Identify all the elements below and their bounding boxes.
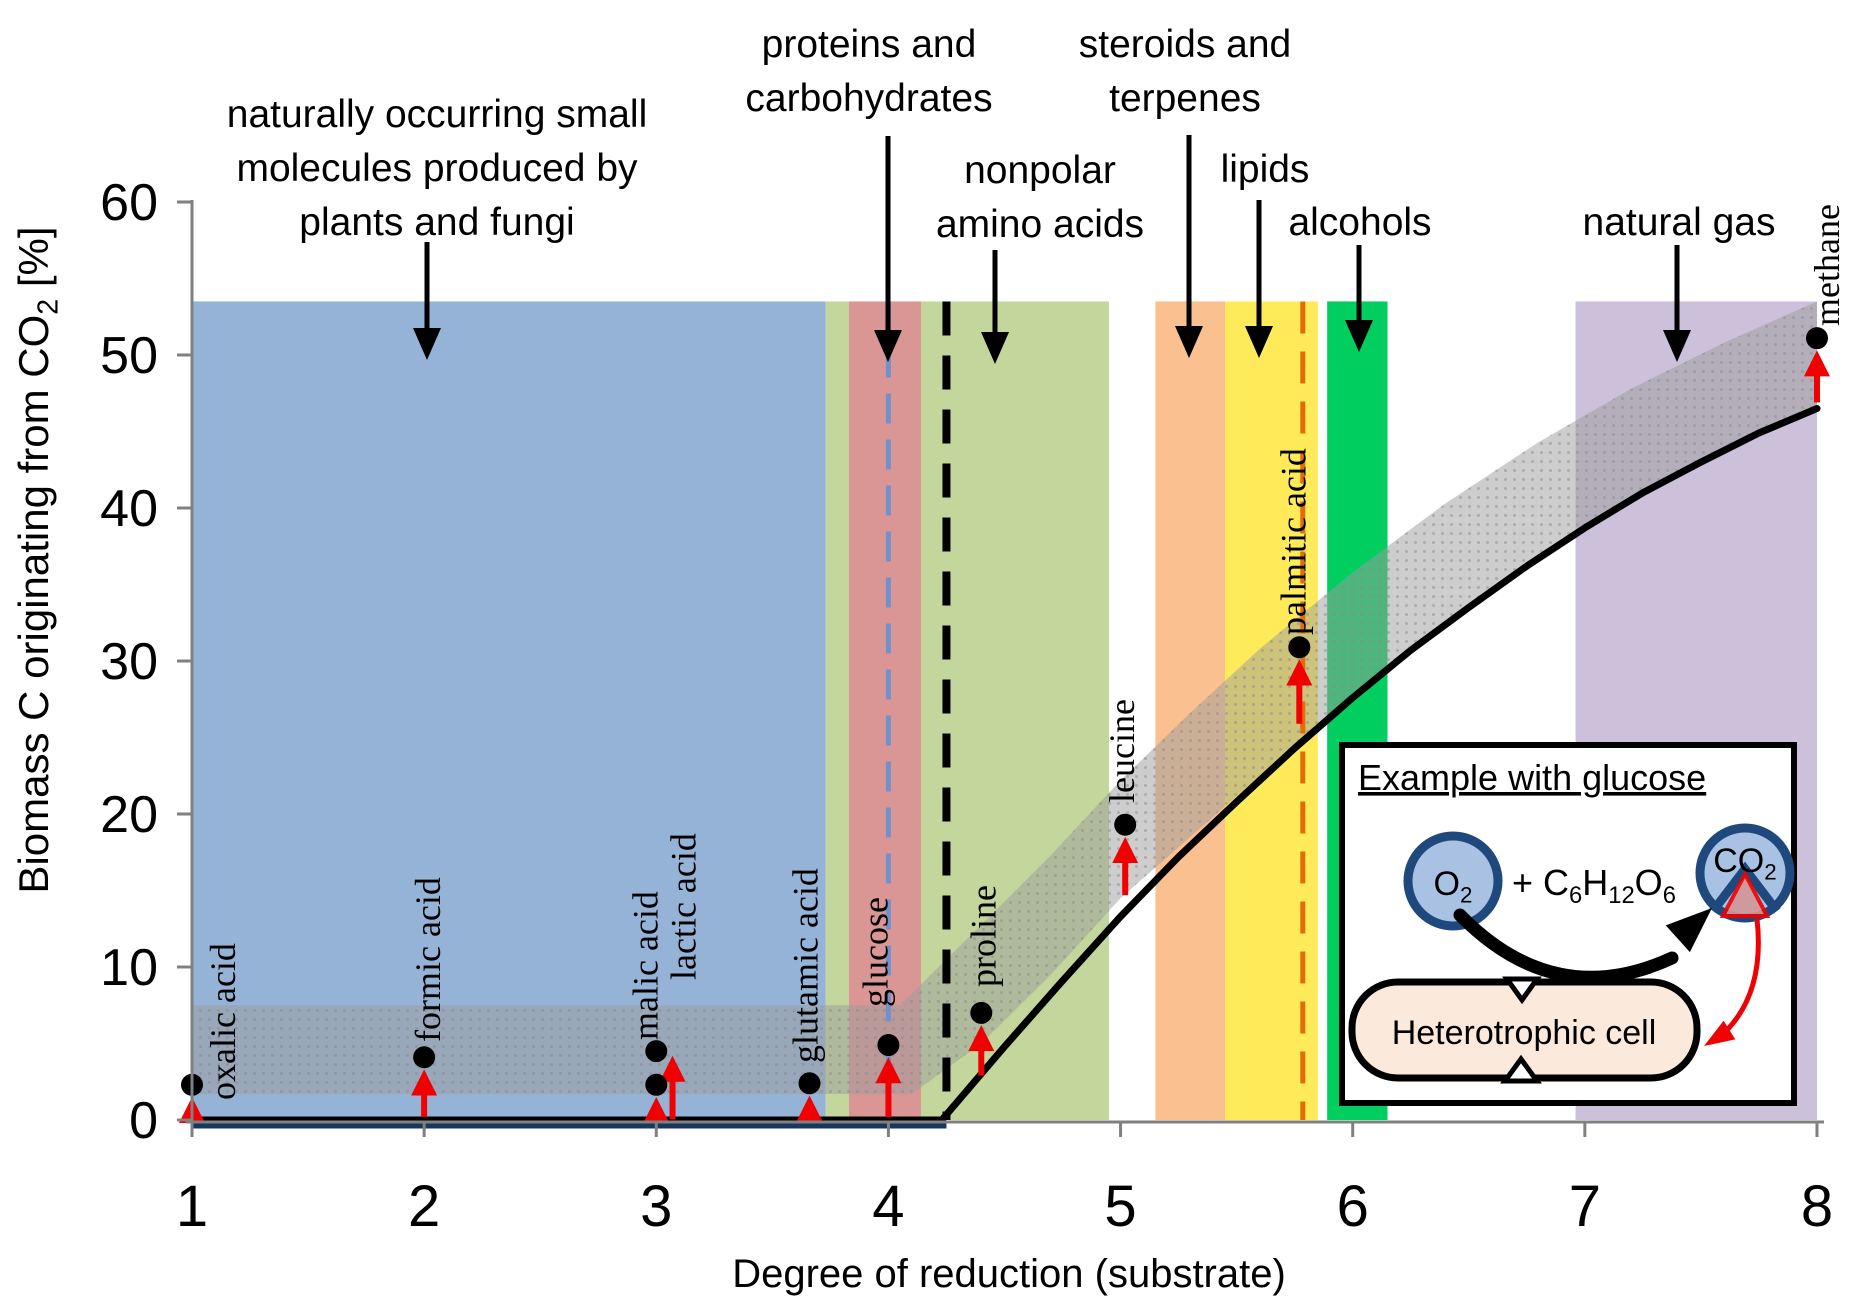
- cell-notch-top: [1502, 976, 1542, 1005]
- y-tick-label-10: 10: [100, 939, 158, 997]
- band-arrow-plants-fungi: [413, 242, 441, 360]
- band-arrow-lipids: [1245, 200, 1273, 358]
- band-arrow-steroids-terpenes: [1175, 135, 1203, 358]
- y-tick-label-50: 50: [100, 327, 158, 385]
- y-tick-label-30: 30: [100, 633, 158, 691]
- red-arrow-9: [1803, 350, 1830, 403]
- inset-example-with-glucose: Example with glucose O2​ + C6​H12​O6​ CO2​ H…: [1339, 742, 1797, 1106]
- band-arrow-natural-gas: [1663, 245, 1691, 362]
- co2-return-arrowhead: [1704, 1020, 1736, 1046]
- data-point-label-proline: proline: [963, 885, 1003, 987]
- data-point-glucose: [877, 1034, 900, 1057]
- band-proteins-carbohydrates: [848, 301, 921, 1120]
- band-arrow-nonpolar-amino-acids: [981, 250, 1009, 364]
- co2-label: CO2​: [1713, 842, 1776, 884]
- data-point-methane: [1805, 327, 1828, 350]
- data-point-lactic-acid: [645, 1073, 668, 1096]
- data-point-formic-acid: [413, 1046, 436, 1069]
- co2-red-arrowhead: [1719, 869, 1771, 918]
- data-point-label-lactic-acid: lactic acid: [663, 833, 703, 980]
- red-arrow-7: [1112, 836, 1139, 896]
- red-arrow-2: [643, 1097, 670, 1124]
- red-data-arrows: [179, 350, 1830, 1124]
- curve-path: [188, 405, 1821, 1124]
- reference-dashed-lines: [885, 301, 1306, 1120]
- x-axis-title: Degree of reduction (substrate): [732, 1252, 1286, 1296]
- red-arrow-8: [1286, 659, 1313, 724]
- glucose-formula: + C6​H12​O6​: [1512, 862, 1676, 909]
- data-point-glutamic-acid: [798, 1072, 821, 1095]
- band-arrow-proteins-carbohydrates: [874, 136, 902, 362]
- inset-title: Example with glucose: [1358, 757, 1706, 798]
- data-point-palmitic-acid: [1288, 636, 1311, 659]
- x-tick-label-3: 3: [640, 1174, 672, 1239]
- co2-circle-notch: [1709, 861, 1781, 914]
- cell-notch-bottom: [1500, 1054, 1542, 1084]
- o2-circle: [1403, 831, 1503, 931]
- data-point-label-palmitic-acid: palmitic acid: [1273, 448, 1313, 635]
- heterotrophic-cell-label: Heterotrophic cell: [1392, 1014, 1657, 1052]
- x-tick-label-4: 4: [872, 1174, 904, 1239]
- red-arrow-1: [411, 1069, 438, 1117]
- data-point-label-leucine: leucine: [1102, 699, 1142, 803]
- data-point-label-glucose: glucose: [855, 897, 895, 1007]
- data-point-malic-acid: [645, 1040, 668, 1063]
- x-tick-label-8: 8: [1801, 1174, 1833, 1239]
- y-tick-label-60: 60: [100, 174, 158, 232]
- x-tick-label-2: 2: [408, 1174, 440, 1239]
- co2-fixation-curve: [188, 405, 1821, 1129]
- data-point-label-oxalic-acid: oxalic acid: [203, 943, 243, 1100]
- axes: 1 2 3 4 5 6 7 8 0 10 20 30 40 50 60: [100, 174, 1833, 1239]
- data-point-label-formic-acid: formic acid: [408, 877, 448, 1042]
- band-arrow-alcohols: [1345, 245, 1373, 352]
- x-tick-label-6: 6: [1337, 1174, 1369, 1239]
- x-tick-label-1: 1: [176, 1174, 208, 1239]
- reaction-arrowhead: [1665, 908, 1712, 953]
- band-plants-fungi: [192, 301, 826, 1120]
- band-label-arrows: [413, 135, 1691, 364]
- data-point-label-methane: methane: [1807, 204, 1847, 326]
- y-tick-label-20: 20: [100, 786, 158, 844]
- x-tick-label-5: 5: [1104, 1174, 1136, 1239]
- red-arrow-5: [875, 1057, 902, 1117]
- x-tick-label-7: 7: [1569, 1174, 1601, 1239]
- data-point-label-glutamic-acid: glutamic acid: [785, 868, 825, 1063]
- y-tick-label-40: 40: [100, 480, 158, 538]
- co2-uptake-range-band: [192, 301, 1817, 1094]
- uptake-range-dots: [192, 301, 1817, 1094]
- y-axis-title: Biomass C originating from CO2 [%]: [10, 226, 65, 894]
- red-arrow-6: [968, 1025, 995, 1076]
- data-point-label-malic-acid: malic acid: [625, 891, 665, 1040]
- o2-label: O2​: [1434, 865, 1473, 907]
- data-point-leucine: [1114, 813, 1137, 836]
- y-tick-label-0: 0: [129, 1092, 158, 1150]
- red-arrow-3: [659, 1055, 686, 1120]
- reaction-arrow: [1453, 908, 1679, 984]
- data-points: [181, 327, 1828, 1096]
- data-point-proline: [970, 1001, 993, 1024]
- red-arrow-4: [796, 1095, 823, 1122]
